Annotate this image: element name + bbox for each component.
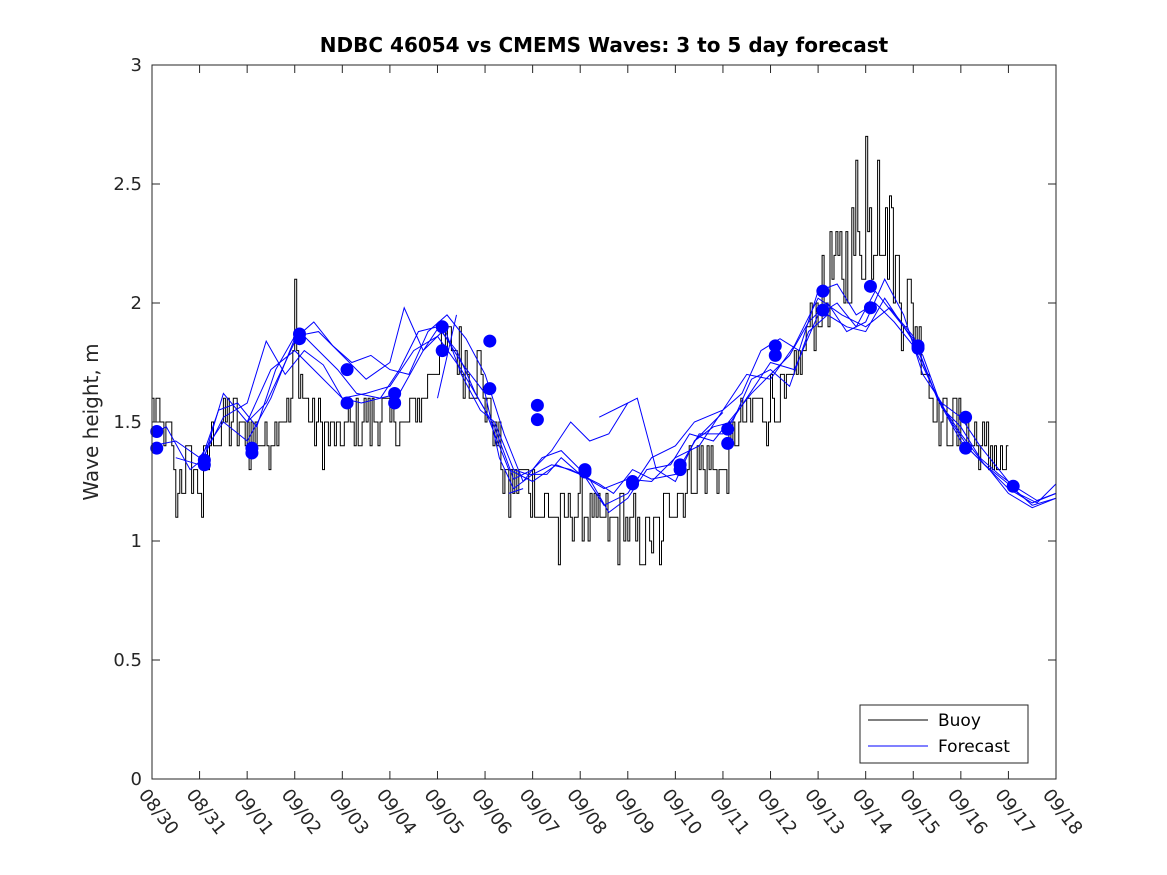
forecast-marker [388,386,402,400]
forecast-marker [435,344,449,358]
forecast-line-5 [246,297,1056,506]
forecast-marker [816,284,830,298]
y-tick-label: 1.5 [113,412,142,433]
forecast-marker [530,413,544,427]
y-axis-ticks: 0 0.5 1 1.5 2 2.5 3 [113,55,1056,790]
forecast-marker [768,339,782,353]
legend: Buoy Forecast [859,704,1029,764]
forecast-marker [483,382,497,396]
y-tick-label: 1 [131,531,142,552]
y-tick-label: 2.5 [113,174,142,195]
forecast-marker [340,396,354,410]
forecast-marker [816,303,830,317]
forecast-line-10 [694,412,724,442]
forecast-line-2 [152,283,1056,509]
forecast-marker [1006,479,1020,493]
y-tick-label: 2 [131,293,142,314]
forecast-series-group [152,278,1056,514]
forecast-marker [483,334,497,348]
forecast-marker [292,332,306,346]
forecast-marker [530,398,544,412]
forecast-marker [388,396,402,410]
forecast-markers [150,279,1020,493]
forecast-marker [721,422,735,436]
forecast-marker [863,279,877,293]
y-tick-label: 0 [131,769,142,790]
forecast-line-9 [598,402,629,418]
forecast-marker [197,458,211,472]
forecast-marker [863,301,877,315]
legend-label-forecast: Forecast [938,737,1010,757]
forecast-marker [959,441,973,455]
forecast-marker [340,363,354,377]
chart-title: NDBC 46054 vs CMEMS Waves: 3 to 5 day fo… [320,33,889,57]
y-axis-label: Wave height, m [79,343,103,500]
y-tick-label: 0.5 [113,650,142,671]
forecast-marker [768,348,782,362]
forecast-line-7 [437,314,457,399]
forecast-marker [721,436,735,450]
y-tick-label: 3 [131,55,142,76]
legend-label-buoy: Buoy [938,711,981,731]
forecast-marker [911,341,925,355]
plot-area [152,65,1056,779]
forecast-marker [150,441,164,455]
forecast-marker [435,320,449,334]
forecast-marker [578,465,592,479]
legend-box [859,704,1029,764]
forecast-marker [959,410,973,424]
forecast-line-1 [152,290,1056,504]
forecast-marker [673,463,687,477]
forecast-marker [245,446,259,460]
forecast-marker [150,425,164,439]
forecast-line-8 [508,488,524,494]
forecast-marker [626,477,640,491]
